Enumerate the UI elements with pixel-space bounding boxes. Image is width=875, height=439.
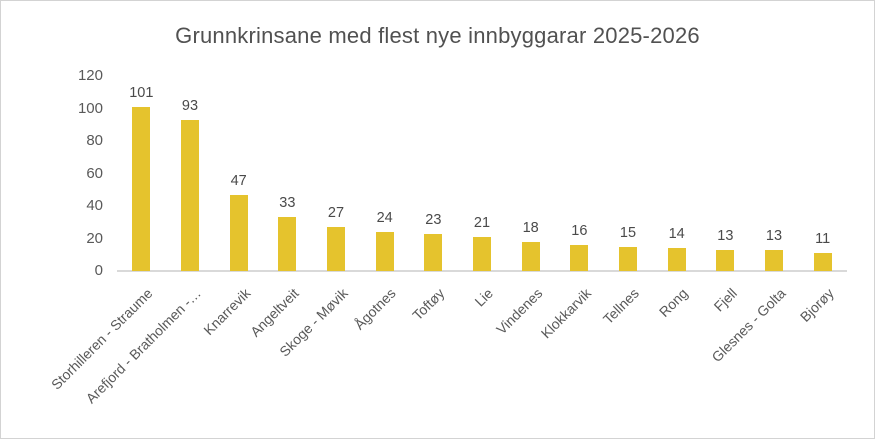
- bar: [521, 241, 540, 271]
- bar-value-label: 27: [327, 205, 345, 222]
- y-axis-tick-label: 60: [86, 164, 103, 182]
- bar-value-label: 101: [129, 84, 154, 101]
- bar-value-label: 23: [425, 211, 442, 228]
- bar-value-label: 24: [376, 210, 393, 226]
- bar-value-label: 47: [230, 172, 247, 189]
- x-axis-category-label: Ågotnes: [351, 285, 399, 333]
- bar-value-label: 18: [522, 219, 539, 236]
- bar-value-label: 16: [571, 223, 588, 239]
- bar: [229, 194, 248, 271]
- bar: [765, 249, 783, 271]
- x-axis-category-label: Fjell: [710, 285, 740, 315]
- y-axis-tick-label: 20: [86, 229, 103, 247]
- bar: [667, 248, 686, 271]
- y-axis-tick-label: 0: [94, 262, 103, 279]
- bar: [716, 249, 735, 271]
- x-axis-category-label: Tellnes: [600, 285, 643, 328]
- bar-value-label: 11: [815, 231, 831, 248]
- chart-title: Grunnkrinsane med flest nye innbyggarar …: [175, 23, 700, 48]
- bar-value-label: 13: [765, 227, 783, 244]
- x-axis-category-label: Klokkarvik: [537, 285, 594, 342]
- bar-value-label: 13: [717, 227, 734, 244]
- bar: [278, 217, 297, 271]
- y-axis-tick-label: 100: [77, 99, 103, 117]
- bar-value-label: 33: [279, 195, 296, 212]
- bar: [424, 233, 443, 271]
- bar-value-label: 21: [473, 214, 491, 231]
- x-axis-category-label: Toftøy: [409, 285, 448, 324]
- y-axis-tick-label: 80: [86, 132, 103, 149]
- x-axis-category-label: Rong: [656, 285, 691, 320]
- x-axis-category-label: Bjorøy: [797, 285, 837, 325]
- x-axis-category-label: Knarrevik: [199, 285, 253, 339]
- bar: [619, 246, 637, 271]
- bar: [181, 119, 199, 271]
- y-axis-tick-label: 120: [77, 67, 103, 84]
- x-axis-line: [117, 270, 847, 272]
- bar: [327, 227, 345, 271]
- bar-value-label: 14: [668, 226, 685, 243]
- bar: [473, 236, 491, 271]
- bar: [570, 245, 589, 271]
- bar-value-label: 15: [619, 224, 637, 241]
- bar-value-label: 93: [181, 97, 199, 114]
- bar: [375, 232, 394, 271]
- bar: [813, 253, 832, 271]
- bar: [132, 106, 151, 271]
- x-axis-category-label: Lie: [471, 285, 497, 310]
- y-axis-tick-label: 40: [86, 197, 103, 214]
